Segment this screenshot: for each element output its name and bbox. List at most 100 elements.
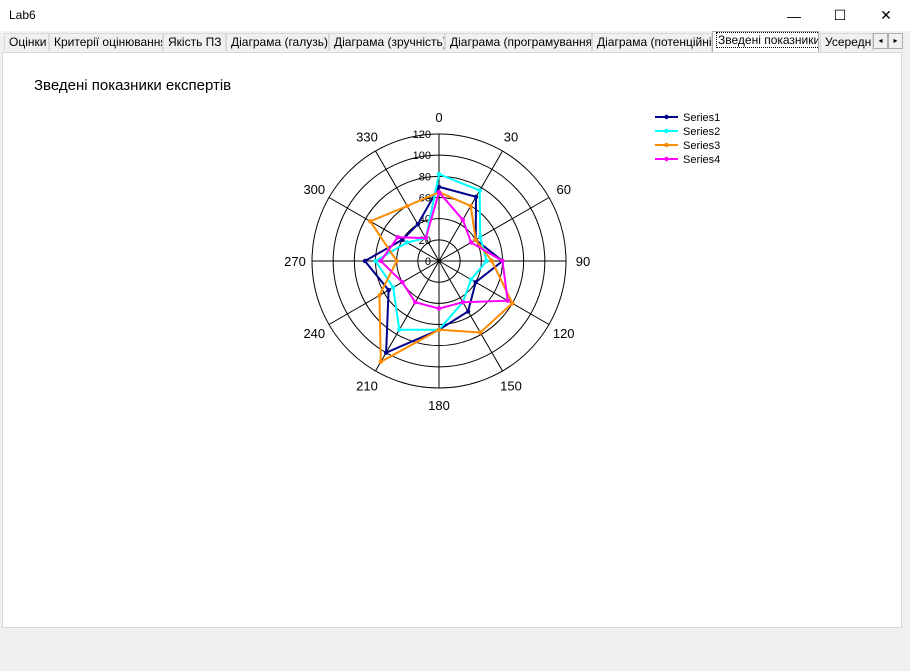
series-point — [377, 293, 382, 298]
series-point — [386, 287, 391, 293]
tab-label: Оцінки — [9, 35, 47, 49]
series-point — [468, 203, 473, 209]
tab-averaged[interactable]: Усередн — [820, 33, 873, 51]
tab-label: Діаграма (програмування) — [450, 35, 592, 49]
series-layer — [362, 172, 515, 365]
legend-label: Series4 — [683, 154, 720, 166]
radial-tick-label: 120 — [413, 129, 431, 141]
tab-content-panel: Зведені показники експертів 0 30 60 90 120 15… — [2, 52, 902, 628]
series-point — [436, 327, 442, 332]
title-bar: Lab6 — ☐ ✕ — [0, 0, 910, 31]
legend-label: Series3 — [683, 140, 720, 152]
series-point — [362, 258, 368, 264]
angle-tick-label: 90 — [576, 254, 590, 269]
angle-tick-label: 240 — [303, 326, 325, 341]
series-point — [395, 234, 400, 240]
series-point — [505, 298, 510, 303]
series-point — [468, 240, 474, 245]
series-point — [477, 188, 482, 193]
series-point — [510, 301, 515, 306]
angle-tick-label: 330 — [356, 129, 378, 144]
series-point — [423, 235, 428, 241]
tab-label: Зведені показники — [715, 32, 818, 48]
chart-title: Зведені показники експертів — [34, 77, 232, 94]
series-point — [397, 327, 402, 332]
tab-chart-usability[interactable]: Діаграма (зручність) — [329, 33, 445, 51]
radial-tick-label: 0 — [425, 256, 431, 268]
tab-scroll-right-button[interactable]: ▸ — [888, 33, 903, 49]
maximize-button[interactable]: ☐ — [833, 7, 847, 23]
tab-label: Діаграма (галузь) — [231, 35, 328, 49]
series-point — [368, 219, 373, 224]
legend-marker — [664, 142, 669, 148]
series-point — [500, 258, 505, 264]
angle-tick-label: 60 — [556, 182, 570, 197]
series-point — [478, 234, 483, 240]
tab-scroll-left-button[interactable]: ◂ — [873, 33, 888, 49]
angle-tick-label: 270 — [284, 254, 306, 269]
tab-label: Критерії оцінювання — [54, 35, 163, 49]
series-point — [436, 172, 442, 177]
series-point — [394, 258, 399, 264]
series-line — [368, 191, 514, 364]
tab-criteria[interactable]: Критерії оцінювання — [49, 33, 163, 51]
series-point — [412, 300, 418, 305]
series-point — [415, 222, 421, 227]
grid-spoke — [438, 260, 503, 372]
tab-chart-potential[interactable]: Діаграма (потенційні) — [592, 33, 712, 51]
close-button[interactable]: ✕ — [880, 7, 892, 23]
series-point — [378, 258, 383, 264]
series-point — [489, 258, 495, 264]
grid-spoke — [328, 197, 440, 262]
series-point — [405, 203, 410, 209]
series-point — [473, 237, 478, 243]
angle-tick-label: 120 — [553, 326, 575, 341]
legend-label: Series2 — [683, 126, 720, 138]
legend-marker — [664, 156, 669, 162]
angle-tick-labels: 0 30 60 90 120 150 180 210 240 270 300 330 — [284, 110, 590, 413]
series-point — [383, 350, 389, 355]
minimize-button[interactable]: — — [787, 7, 801, 24]
series-point — [436, 184, 442, 190]
series-point — [400, 237, 405, 243]
angle-tick-label: 30 — [504, 129, 518, 144]
tab-strip: Оцінки Критерії оцінювання Якість ПЗ Діа… — [0, 31, 910, 53]
tab-summary[interactable]: Зведені показники — [712, 31, 819, 52]
series-point — [465, 309, 471, 314]
tab-ratings[interactable]: Оцінки — [4, 33, 49, 51]
series-point — [390, 285, 396, 290]
angle-tick-label: 150 — [500, 379, 522, 394]
angle-tick-label: 180 — [428, 398, 450, 413]
tab-label: Діаграма (потенційні) — [597, 35, 712, 49]
series-point — [436, 306, 442, 311]
tab-label: Діаграма (зручність) — [334, 35, 445, 49]
series-point — [478, 330, 483, 335]
radial-tick-label: 80 — [419, 171, 431, 183]
series-point — [404, 240, 410, 245]
series-point — [468, 277, 474, 282]
tab-label: Якість ПЗ — [168, 35, 222, 49]
series-point — [484, 258, 489, 264]
legend-marker — [664, 114, 669, 120]
series-point — [473, 194, 479, 200]
series-point — [373, 258, 378, 264]
legend-marker — [664, 128, 669, 134]
tab-software-quality[interactable]: Якість ПЗ — [163, 33, 226, 51]
series-point — [400, 279, 405, 285]
grid-spoke — [328, 260, 440, 325]
series-point — [378, 359, 383, 365]
radial-tick-label: 100 — [413, 150, 431, 162]
series-point — [436, 190, 442, 195]
window-title: Lab6 — [9, 8, 36, 22]
tab-label: Усередн — [825, 35, 872, 49]
angle-tick-label: 0 — [435, 110, 442, 125]
angle-tick-label: 210 — [356, 379, 378, 394]
angle-tick-label: 300 — [303, 182, 325, 197]
tab-chart-programming[interactable]: Діаграма (програмування) — [445, 33, 592, 51]
tab-chart-industry[interactable]: Діаграма (галузь) — [226, 33, 329, 51]
series-point — [460, 300, 466, 305]
chart-legend: Series1 Series2 Series3 Series4 — [655, 112, 720, 166]
grid-spoke — [438, 197, 550, 262]
series-point — [473, 279, 478, 285]
